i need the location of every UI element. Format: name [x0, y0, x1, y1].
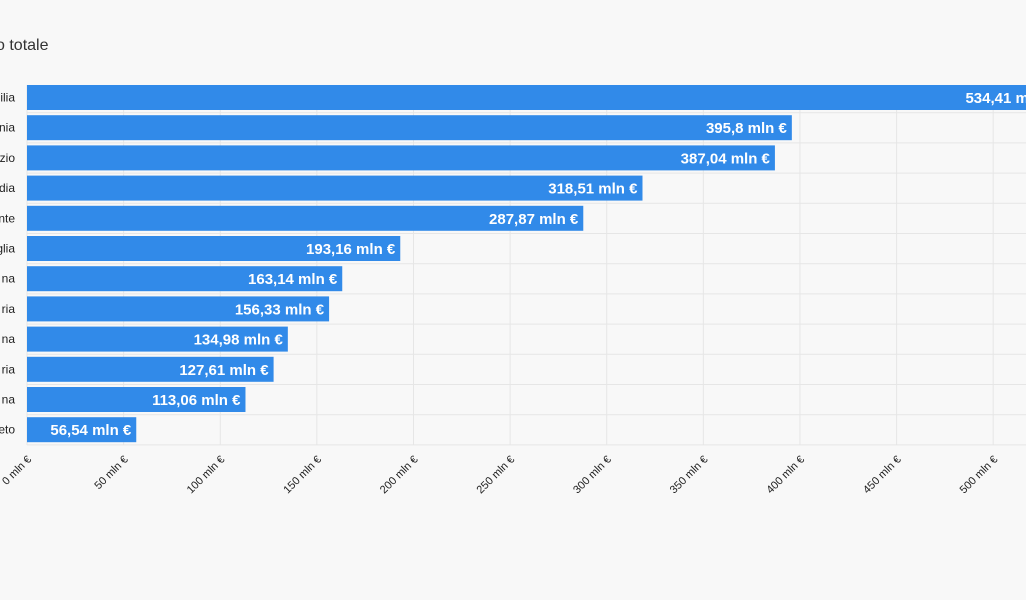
- bar-value-label: 134,98 mln €: [194, 332, 284, 349]
- category-label: na: [2, 272, 16, 286]
- bar-layer: 534,41 mln € 395,8 mln € 387,04 mln € 318,5…: [27, 85, 1026, 443]
- bar: [27, 145, 775, 171]
- bar: [27, 205, 584, 231]
- x-tick-label: 350 mln €: [668, 454, 711, 497]
- bar: [27, 266, 343, 292]
- chart-title: o totale: [0, 37, 49, 54]
- category-label: ria: [2, 362, 16, 376]
- bar-value-label: 163,14 mln €: [248, 271, 338, 288]
- bar-value-label: 56,54 mln €: [50, 422, 132, 439]
- category-label: eto: [0, 423, 15, 437]
- bar: [27, 85, 1026, 110]
- bar-value-label: 156,33 mln €: [235, 301, 325, 318]
- bar: [27, 387, 246, 412]
- bar-value-label: 287,87 mln €: [489, 211, 579, 228]
- category-label: glia: [0, 242, 15, 256]
- bar-value-label: 534,41 mln €: [965, 90, 1026, 107]
- x-tick-label: 0 mln €: [0, 454, 34, 488]
- x-tick-label: 450 mln €: [861, 454, 904, 497]
- bar: [27, 175, 643, 201]
- category-label: dia: [0, 181, 15, 195]
- bar: [27, 356, 274, 382]
- bar-value-label: 387,04 mln €: [681, 150, 771, 167]
- bar: [27, 296, 330, 322]
- bar-value-label: 127,61 mln €: [179, 362, 269, 379]
- x-tick-label: 250 mln €: [475, 454, 518, 497]
- x-tick-label: 500 mln €: [958, 454, 1001, 497]
- x-tick-label: 400 mln €: [764, 454, 807, 497]
- x-tick-label: 100 mln €: [185, 454, 228, 497]
- bar-value-label: 318,51 mln €: [548, 181, 638, 198]
- x-tick-label: 200 mln €: [378, 454, 421, 497]
- category-label: na: [2, 393, 16, 407]
- category-label: nia: [0, 121, 15, 135]
- bar-value-label: 113,06 mln €: [152, 392, 241, 409]
- x-tick-label: 150 mln €: [281, 454, 324, 497]
- category-label: zio: [0, 151, 15, 165]
- bar-value-label: 193,16 mln €: [306, 241, 396, 258]
- bar: [27, 417, 137, 443]
- category-label: na: [2, 332, 16, 346]
- category-label-layer: ilia nia zio dia nte glia na ria na ria na eto: [0, 91, 15, 437]
- bar: [27, 236, 401, 261]
- x-tick-label: 50 mln €: [92, 454, 130, 492]
- category-label: nte: [0, 211, 15, 225]
- grid-layer: [26, 85, 1026, 446]
- x-axis-tick-layer: 0 mln € 50 mln € 100 mln € 150 mln € 200 mln…: [0, 454, 1000, 497]
- bar-value-label: 395,8 mln €: [706, 120, 788, 137]
- x-tick-label: 300 mln €: [571, 454, 614, 497]
- category-label: ilia: [0, 91, 15, 105]
- bar: [27, 115, 792, 141]
- category-label: ria: [2, 302, 16, 316]
- bar: [27, 326, 288, 352]
